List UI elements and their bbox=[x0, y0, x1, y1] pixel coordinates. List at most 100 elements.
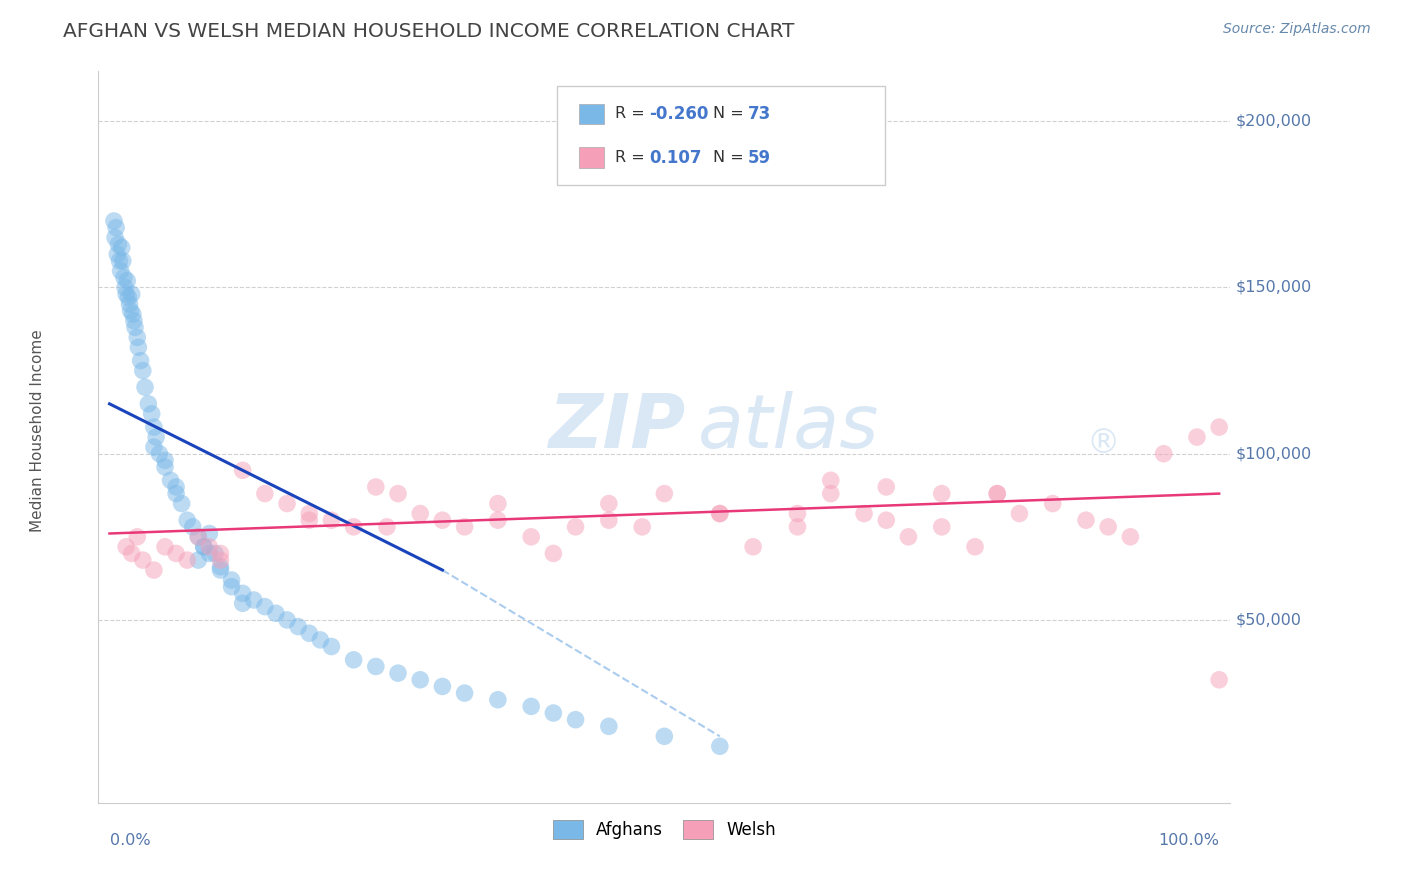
Point bbox=[209, 546, 232, 560]
Point bbox=[276, 613, 298, 627]
Point bbox=[153, 460, 176, 475]
Point bbox=[253, 486, 276, 500]
Point bbox=[122, 314, 145, 328]
Point bbox=[120, 303, 142, 318]
Point bbox=[298, 513, 321, 527]
Point bbox=[364, 659, 387, 673]
Text: R =: R = bbox=[614, 106, 650, 121]
Point bbox=[159, 473, 181, 487]
Text: 0.107: 0.107 bbox=[650, 149, 702, 167]
Point bbox=[209, 559, 232, 574]
Point bbox=[321, 513, 343, 527]
Point bbox=[786, 507, 808, 521]
Point bbox=[145, 430, 167, 444]
Point bbox=[820, 486, 842, 500]
Point bbox=[309, 632, 332, 647]
Point bbox=[121, 546, 143, 560]
Point bbox=[193, 540, 215, 554]
Text: AFGHAN VS WELSH MEDIAN HOUSEHOLD INCOME CORRELATION CHART: AFGHAN VS WELSH MEDIAN HOUSEHOLD INCOME … bbox=[63, 22, 794, 41]
Point bbox=[187, 530, 209, 544]
FancyBboxPatch shape bbox=[579, 147, 605, 168]
Text: 100.0%: 100.0% bbox=[1159, 833, 1219, 847]
Point bbox=[598, 719, 620, 733]
Point bbox=[486, 692, 509, 706]
Point bbox=[176, 553, 198, 567]
Point bbox=[564, 520, 586, 534]
Point bbox=[198, 526, 221, 541]
Point bbox=[875, 513, 897, 527]
Point bbox=[127, 340, 149, 354]
Point bbox=[897, 530, 920, 544]
Point bbox=[134, 380, 156, 394]
Text: $200,000: $200,000 bbox=[1236, 114, 1312, 128]
Point bbox=[253, 599, 276, 614]
Text: 73: 73 bbox=[748, 104, 772, 123]
Point bbox=[709, 507, 731, 521]
Point bbox=[170, 497, 193, 511]
Point bbox=[986, 486, 1008, 500]
Point bbox=[221, 573, 243, 587]
Point bbox=[121, 287, 143, 301]
Point bbox=[387, 486, 409, 500]
Point bbox=[598, 497, 620, 511]
Point bbox=[453, 520, 475, 534]
Point bbox=[786, 520, 808, 534]
Point bbox=[287, 619, 309, 633]
Point bbox=[115, 287, 138, 301]
Point bbox=[121, 307, 143, 321]
Point bbox=[105, 247, 128, 261]
Point bbox=[176, 513, 198, 527]
Point bbox=[127, 330, 149, 344]
Point bbox=[598, 513, 620, 527]
Text: Median Household Income: Median Household Income bbox=[30, 329, 45, 532]
Point bbox=[127, 530, 149, 544]
Point bbox=[204, 546, 226, 560]
Point bbox=[264, 607, 287, 621]
Point bbox=[103, 214, 125, 228]
Text: 0.0%: 0.0% bbox=[110, 833, 150, 847]
Point bbox=[820, 473, 842, 487]
Point bbox=[115, 540, 138, 554]
Point bbox=[853, 507, 876, 521]
Point bbox=[114, 280, 136, 294]
Point bbox=[132, 363, 155, 377]
Point bbox=[1074, 513, 1097, 527]
Point bbox=[409, 673, 432, 687]
Point bbox=[543, 546, 565, 560]
Point bbox=[321, 640, 343, 654]
Point bbox=[132, 553, 155, 567]
Point bbox=[931, 520, 953, 534]
Point bbox=[1185, 430, 1208, 444]
Point bbox=[486, 497, 509, 511]
Point bbox=[486, 513, 509, 527]
Point bbox=[432, 680, 454, 694]
Point bbox=[432, 513, 454, 527]
Point bbox=[652, 729, 675, 743]
Point bbox=[118, 297, 141, 311]
Text: $100,000: $100,000 bbox=[1236, 446, 1312, 461]
Point bbox=[242, 593, 264, 607]
Point bbox=[107, 237, 129, 252]
Point bbox=[232, 586, 254, 600]
Text: -0.260: -0.260 bbox=[650, 104, 709, 123]
Point bbox=[709, 507, 731, 521]
Point bbox=[709, 739, 731, 754]
Point bbox=[108, 253, 131, 268]
Point bbox=[963, 540, 986, 554]
Point bbox=[104, 230, 127, 244]
Point bbox=[221, 580, 243, 594]
Point bbox=[165, 480, 187, 494]
Point bbox=[142, 563, 165, 577]
Point bbox=[141, 407, 163, 421]
Text: ®: ® bbox=[1085, 427, 1119, 460]
Point bbox=[1119, 530, 1142, 544]
Point bbox=[276, 497, 298, 511]
Point bbox=[142, 440, 165, 454]
Point bbox=[1008, 507, 1031, 521]
Point bbox=[652, 486, 675, 500]
Point bbox=[232, 463, 254, 477]
Point bbox=[209, 553, 232, 567]
Text: Source: ZipAtlas.com: Source: ZipAtlas.com bbox=[1223, 22, 1371, 37]
Point bbox=[111, 253, 134, 268]
Point bbox=[193, 540, 215, 554]
